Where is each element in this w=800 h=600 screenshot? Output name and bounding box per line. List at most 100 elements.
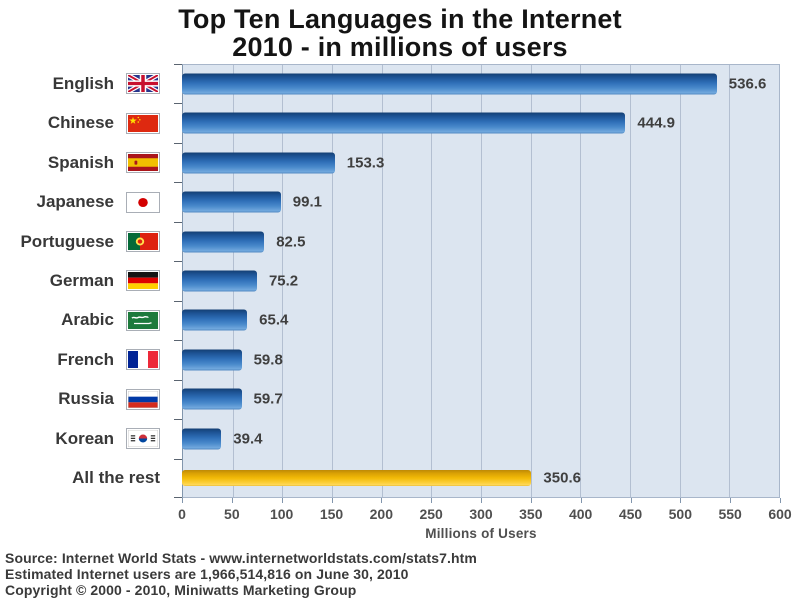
x-axis-tick-label: 500 — [668, 506, 693, 522]
value-label: 82.5 — [276, 233, 306, 251]
bar-track: 59.7 — [182, 380, 780, 419]
x-axis-tick — [281, 498, 283, 503]
x-axis-tick — [630, 498, 632, 503]
y-axis-tick — [174, 497, 182, 498]
x-axis-tick-label: 200 — [369, 506, 394, 522]
bar — [182, 428, 222, 450]
portugal-flag-icon — [126, 231, 160, 253]
x-axis-tick — [431, 498, 433, 503]
y-axis-tick — [174, 300, 182, 302]
bar-track: 82.5 — [182, 222, 780, 261]
x-axis-title: Millions of Users — [425, 526, 537, 541]
bar-row: Arabic 65.4 — [0, 301, 780, 340]
gridline — [282, 65, 284, 497]
value-label: 536.6 — [728, 75, 767, 93]
bar-row: Spanish 153.3 — [0, 143, 780, 182]
x-axis-tick — [331, 498, 333, 503]
x-axis-tick — [182, 498, 183, 503]
y-axis-tick — [174, 419, 182, 421]
bar-track: 536.6 — [182, 64, 780, 103]
saudi-arabia-flag-icon — [126, 309, 160, 331]
x-axis-tick-label: 450 — [618, 506, 643, 522]
x-axis-tick-label: 400 — [568, 506, 593, 522]
bar-rows: English 536.6 Chinese 444.9 Spanish 153.3 Japa… — [0, 64, 780, 498]
china-flag-icon — [126, 112, 160, 134]
chart-title: Top Ten Languages in the Internet 2010 -… — [0, 0, 800, 61]
category-label: English — [52, 73, 114, 93]
category-label: Arabic — [61, 310, 114, 330]
footer: Source: Internet World Stats - www.inter… — [0, 544, 800, 598]
bar — [182, 270, 257, 292]
x-axis-tick — [580, 498, 582, 503]
x-axis-tick — [780, 498, 781, 503]
gridline — [530, 65, 532, 497]
bar-row: English 536.6 — [0, 64, 780, 103]
plot-area — [182, 64, 780, 498]
category-label: German — [49, 270, 114, 290]
y-axis-ticks — [174, 64, 182, 498]
value-label: 59.7 — [253, 390, 283, 408]
south-korea-flag-icon — [126, 428, 160, 450]
value-label: 350.6 — [543, 469, 581, 487]
value-label: 39.4 — [233, 430, 263, 448]
category-label: Spanish — [47, 152, 114, 172]
y-axis-tick — [174, 221, 182, 223]
x-axis-tick — [730, 498, 732, 503]
value-label: 75.2 — [268, 272, 299, 290]
gridline — [332, 65, 333, 497]
gridline — [679, 65, 681, 497]
x-axis: Millions of Users 0 50 100 150 200 250 300 350 4… — [178, 498, 792, 544]
estimate-text: Estimated Internet users are 1,966,514,8… — [5, 566, 409, 582]
y-axis-tick — [174, 64, 182, 65]
gridline — [431, 65, 433, 497]
x-axis-tick-label: 0 — [178, 506, 186, 522]
bar-track: 59.8 — [182, 340, 780, 379]
spain-flag-icon — [126, 152, 160, 174]
bar — [182, 470, 532, 487]
bar-row: Portuguese 82.5 — [0, 222, 780, 261]
bar-row: Chinese 444.9 — [0, 103, 780, 142]
bar — [182, 73, 717, 95]
y-axis-tick — [174, 340, 182, 342]
gridline — [630, 65, 631, 497]
x-axis-tick-label: 350 — [519, 506, 543, 522]
bar-track: 153.3 — [182, 143, 780, 182]
value-label: 444.9 — [637, 114, 675, 132]
russia-flag-icon — [126, 388, 160, 410]
bar-row: French 59.8 — [0, 340, 780, 379]
bar — [182, 349, 242, 371]
copyright-text: Copyright © 2000 - 2010, Miniwatts Marke… — [5, 582, 357, 598]
bar — [182, 309, 248, 331]
bar-chart: English 536.6 Chinese 444.9 Spanish 153.3 Japa… — [0, 62, 800, 544]
united-kingdom-flag-icon — [126, 73, 160, 95]
category-label: All the rest — [72, 468, 160, 488]
gridline — [381, 65, 383, 497]
germany-flag-icon — [126, 270, 160, 292]
japan-flag-icon — [126, 191, 160, 213]
bar — [182, 191, 281, 213]
value-label: 59.8 — [253, 351, 283, 369]
value-label: 99.1 — [292, 193, 322, 211]
y-axis-tick — [174, 182, 182, 184]
bar — [182, 388, 242, 410]
bar-track: 65.4 — [182, 301, 780, 340]
x-axis-tick-label: 250 — [419, 506, 443, 522]
x-axis-tick-label: 600 — [768, 506, 792, 522]
gridline — [580, 65, 582, 497]
category-label: Korean — [55, 428, 114, 448]
bar-track: 444.9 — [182, 103, 780, 142]
category-label: Portuguese — [20, 231, 114, 251]
bar-track: 39.4 — [182, 419, 780, 458]
value-label: 153.3 — [346, 154, 385, 172]
y-axis-tick — [174, 458, 182, 460]
bar-row: German 75.2 — [0, 261, 780, 300]
gridline — [481, 65, 482, 497]
y-axis-tick — [174, 261, 182, 263]
x-axis-tick-label: 550 — [718, 506, 742, 522]
x-axis-tick-label: 150 — [319, 506, 344, 522]
x-axis-tick — [231, 498, 233, 503]
bar — [182, 152, 335, 174]
category-label: Russia — [58, 389, 114, 409]
bar-track: 350.6 — [182, 459, 780, 498]
